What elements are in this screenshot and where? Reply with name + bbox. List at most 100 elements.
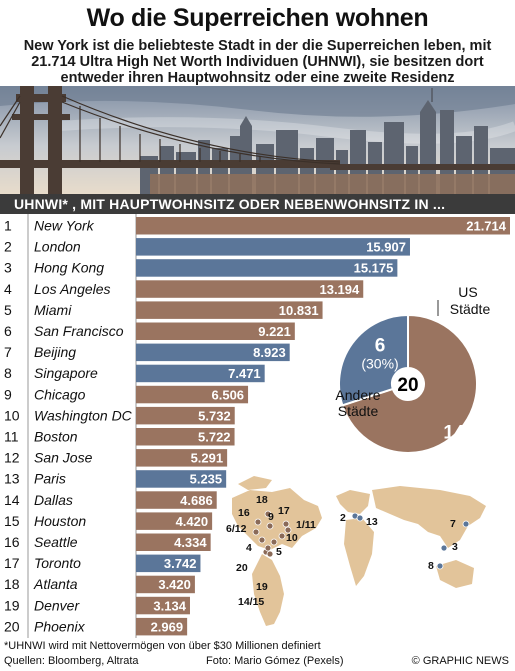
- bar: [136, 470, 227, 488]
- bar-value-label: 4.420: [176, 514, 209, 529]
- bar-value-label: 5.722: [198, 430, 231, 445]
- bar: [136, 512, 213, 530]
- rank-label: 13: [4, 471, 20, 487]
- rank-label: 10: [4, 407, 20, 423]
- bar: [136, 217, 510, 235]
- bar-value-label: 3.420: [158, 577, 191, 592]
- bar-value-label: 2.969: [151, 619, 184, 634]
- footnote: *UHNWI wird mit Nettovermögen von über $…: [4, 640, 321, 652]
- map-marker-dot: [278, 532, 286, 540]
- bar: [136, 449, 228, 467]
- map-marker-label: 13: [366, 516, 378, 528]
- map-marker-label: 17: [278, 505, 290, 517]
- map-marker-label: 10: [286, 532, 298, 544]
- city-label: Atlanta: [33, 576, 78, 592]
- map-marker-label: 20: [236, 562, 248, 574]
- map-marker-dot: [462, 520, 470, 528]
- bar-value-label: 5.291: [191, 451, 224, 466]
- map-marker-label: 4: [246, 542, 252, 554]
- map-marker-label: 7: [450, 518, 456, 530]
- bar-value-label: 15.907: [366, 240, 406, 255]
- city-label: Singapore: [34, 365, 98, 381]
- pie-label-other: 6: [375, 335, 386, 356]
- page-subtitle: New York ist die beliebteste Stadt in de…: [23, 38, 492, 86]
- rank-label: 14: [4, 492, 20, 508]
- skyline-photo: [0, 86, 515, 194]
- bar: [136, 428, 235, 446]
- page-title: Wo die Superreichen wohnen: [86, 4, 429, 32]
- city-label: London: [34, 239, 81, 255]
- rank-label: 11: [4, 429, 19, 445]
- chart-header-band: UHNWI* , MIT HAUPTWOHNSITZ ODER NEBENWOH…: [0, 194, 515, 214]
- map-marker-label: 5: [276, 546, 282, 558]
- bar: [136, 385, 249, 404]
- bar-value-label: 3.742: [164, 556, 197, 571]
- map-marker-dot: [356, 514, 364, 522]
- bar: [136, 280, 364, 298]
- bar-value-label: 5.235: [190, 472, 223, 487]
- bar: [136, 533, 211, 551]
- bar: [136, 364, 265, 383]
- bar-value-label: 5.732: [198, 408, 231, 423]
- city-label: Denver: [34, 597, 80, 613]
- rank-label: 4: [4, 281, 12, 297]
- map-marker-dot: [440, 544, 448, 552]
- rank-label: 18: [4, 576, 20, 592]
- bar-value-label: 6.506: [212, 387, 245, 402]
- city-label: Boston: [34, 429, 78, 445]
- rank-label: 16: [4, 534, 20, 550]
- map-marker-dot: [264, 544, 272, 552]
- bar-value-label: 4.686: [180, 493, 213, 508]
- bar: [136, 343, 290, 362]
- rank-label: 17: [4, 555, 20, 571]
- bar-value-label: 3.134: [153, 598, 186, 613]
- map-marker-label: 2: [340, 512, 346, 524]
- brand-credit: © GRAPHIC NEWS: [411, 655, 509, 667]
- bar-value-label: 10.831: [279, 303, 319, 318]
- city-label: Chicago: [34, 386, 86, 402]
- city-label: New York: [34, 218, 95, 234]
- pie-pct-us: (70%): [435, 444, 472, 460]
- bar-chart: 1 New York 21.714 2 London 15.907 3 Hong Kong 15…: [4, 214, 510, 638]
- map-marker-dot: [252, 528, 260, 536]
- bar-value-label: 7.471: [228, 366, 261, 381]
- city-label: Dallas: [34, 492, 73, 508]
- city-label: Paris: [34, 471, 66, 487]
- city-label: Los Angeles: [34, 281, 111, 297]
- city-label: Toronto: [34, 555, 81, 571]
- map-marker-dot: [258, 536, 266, 544]
- rank-label: 3: [4, 260, 12, 276]
- bar: [136, 259, 398, 277]
- bar: [136, 322, 295, 340]
- rank-label: 15: [4, 513, 20, 529]
- city-label: Phoenix: [34, 618, 86, 634]
- map-marker-label: 6/12: [226, 523, 247, 535]
- world-map: [336, 486, 486, 588]
- pie-name-us-2: Städte: [450, 301, 491, 317]
- rank-label: 8: [4, 365, 12, 381]
- rank-label: 19: [4, 597, 20, 613]
- map-marker-dot: [270, 538, 278, 546]
- bar-value-label: 4.334: [174, 535, 207, 550]
- map-marker-dot: [264, 510, 272, 518]
- bar: [136, 554, 201, 573]
- map-marker-dot: [266, 522, 274, 530]
- city-label: Beijing: [34, 344, 76, 360]
- rank-label: 7: [4, 344, 12, 360]
- city-label: Houston: [34, 513, 86, 529]
- city-label: San Francisco: [34, 323, 124, 339]
- city-label: Miami: [34, 302, 72, 318]
- rank-label: 5: [4, 302, 12, 318]
- rank-label: 9: [4, 386, 12, 402]
- chart-header-text: UHNWI* , MIT HAUPTWOHNSITZ ODER NEBENWOH…: [14, 196, 446, 212]
- map-marker-label: 9: [268, 511, 274, 523]
- rank-label: 1: [4, 218, 12, 234]
- map-marker-label: 3: [452, 541, 458, 553]
- city-label: Washington DC: [34, 407, 133, 423]
- map-marker-label: 16: [238, 507, 250, 519]
- bar: [136, 406, 235, 425]
- map-marker-dot: [436, 562, 444, 570]
- map-marker-label: 1/11: [296, 519, 316, 531]
- map-marker-dot: [266, 550, 274, 558]
- map-marker-label: 19: [256, 581, 268, 593]
